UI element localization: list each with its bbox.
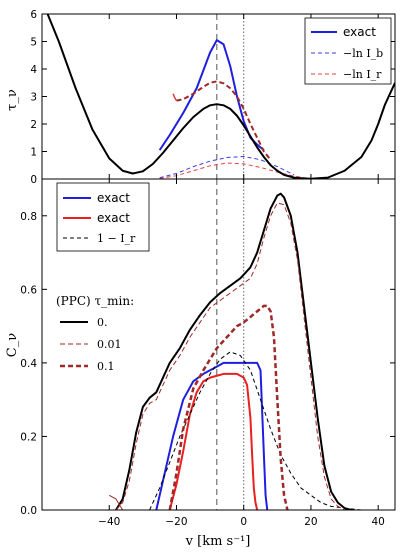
- bot-ytick-label-4: 0.8: [20, 211, 37, 223]
- top-ytick-label-1: 1: [30, 147, 37, 159]
- bottom-xtick-label-1: −20: [165, 516, 187, 528]
- top-ytick-label-6: 6: [30, 9, 37, 21]
- bottom-axes-frame: [41, 178, 396, 511]
- top-ytick-label-5: 5: [30, 37, 37, 49]
- top-series-line-4: [176, 80, 272, 161]
- bot-ytick-label-2: 0.4: [20, 358, 37, 370]
- bot-ytick-label-3: 0.6: [20, 284, 37, 296]
- top-ticks: 0 1 2 3 4 5 6: [30, 9, 395, 186]
- top-legend-label-lnib: −ln I_b: [343, 47, 383, 60]
- legend-ppc-title: (PPC) τ_min:: [56, 294, 134, 308]
- legend-label-exact-red: exact: [97, 211, 130, 225]
- top-ytick-label-0: 0: [30, 174, 37, 186]
- legend-label-1-minus-ir: 1 − I_r: [97, 232, 136, 245]
- bottom-xtick-label-0: −40: [98, 516, 120, 528]
- top-ylabel: τ_ν: [5, 89, 20, 111]
- bottom-xtick-label-4: 40: [372, 516, 385, 528]
- bottom-reference-lines: [216, 179, 245, 510]
- top-legend-label-exact: exact: [343, 25, 376, 39]
- top-series-line-2: [159, 162, 312, 179]
- bot-ytick-label-1: 0.2: [20, 431, 37, 443]
- bot-series-line-3: [115, 192, 352, 510]
- top-series-line-3: [46, 14, 395, 179]
- top-series-group: [46, 14, 395, 179]
- top-legend-box: [304, 17, 392, 85]
- bottom-legend-top: exact exact 1 − I_r: [56, 182, 150, 252]
- top-ytick-label-3: 3: [30, 92, 37, 104]
- bot-series-line-5: [168, 304, 289, 510]
- top-panel: 0 1 2 3 4 5 6 τ_ν exact −ln I_b −ln I_r: [5, 9, 396, 186]
- top-legend: exact −ln I_b −ln I_r: [304, 17, 392, 85]
- legend-label-exact-blue: exact: [97, 191, 130, 205]
- top-reference-lines: [216, 14, 245, 179]
- top-series-line-5: [172, 93, 178, 102]
- legend-label-ppc-0: 0.: [97, 316, 108, 329]
- top-ytick-label-2: 2: [30, 119, 37, 131]
- bot-series-line-1: [168, 372, 259, 510]
- top-ytick-label-4: 4: [30, 64, 37, 76]
- bot-ytick-label-0: 0.0: [20, 505, 37, 517]
- bottom-xtick-label-3: 20: [304, 516, 317, 528]
- legend-label-ppc-01: 0.1: [97, 360, 115, 373]
- top-series-line-1: [159, 155, 295, 179]
- bottom-xtick-label-2: 0: [240, 516, 247, 528]
- top-legend-label-lnir: −ln I_r: [343, 68, 382, 81]
- bottom-series-group: [108, 192, 362, 510]
- bottom-ylabel: C_ν: [5, 333, 20, 357]
- bottom-ticks: 0.0 0.2 0.4 0.6 0.8 −40 −20 0 20 40: [20, 179, 395, 528]
- bot-series-line-4: [115, 202, 345, 510]
- bot-series-line-6: [108, 494, 124, 510]
- bottom-panel: 0.0 0.2 0.4 0.6 0.8 −40 −20 0 20 40 C_ν v [km s⁻¹…: [5, 178, 396, 549]
- bot-series-line-0: [155, 361, 269, 510]
- bottom-legend-ppc: (PPC) τ_min: 0. 0.01 0.1: [56, 294, 134, 373]
- legend-label-ppc-001: 0.01: [97, 338, 122, 351]
- bottom-xlabel: v [km s⁻¹]: [185, 534, 251, 549]
